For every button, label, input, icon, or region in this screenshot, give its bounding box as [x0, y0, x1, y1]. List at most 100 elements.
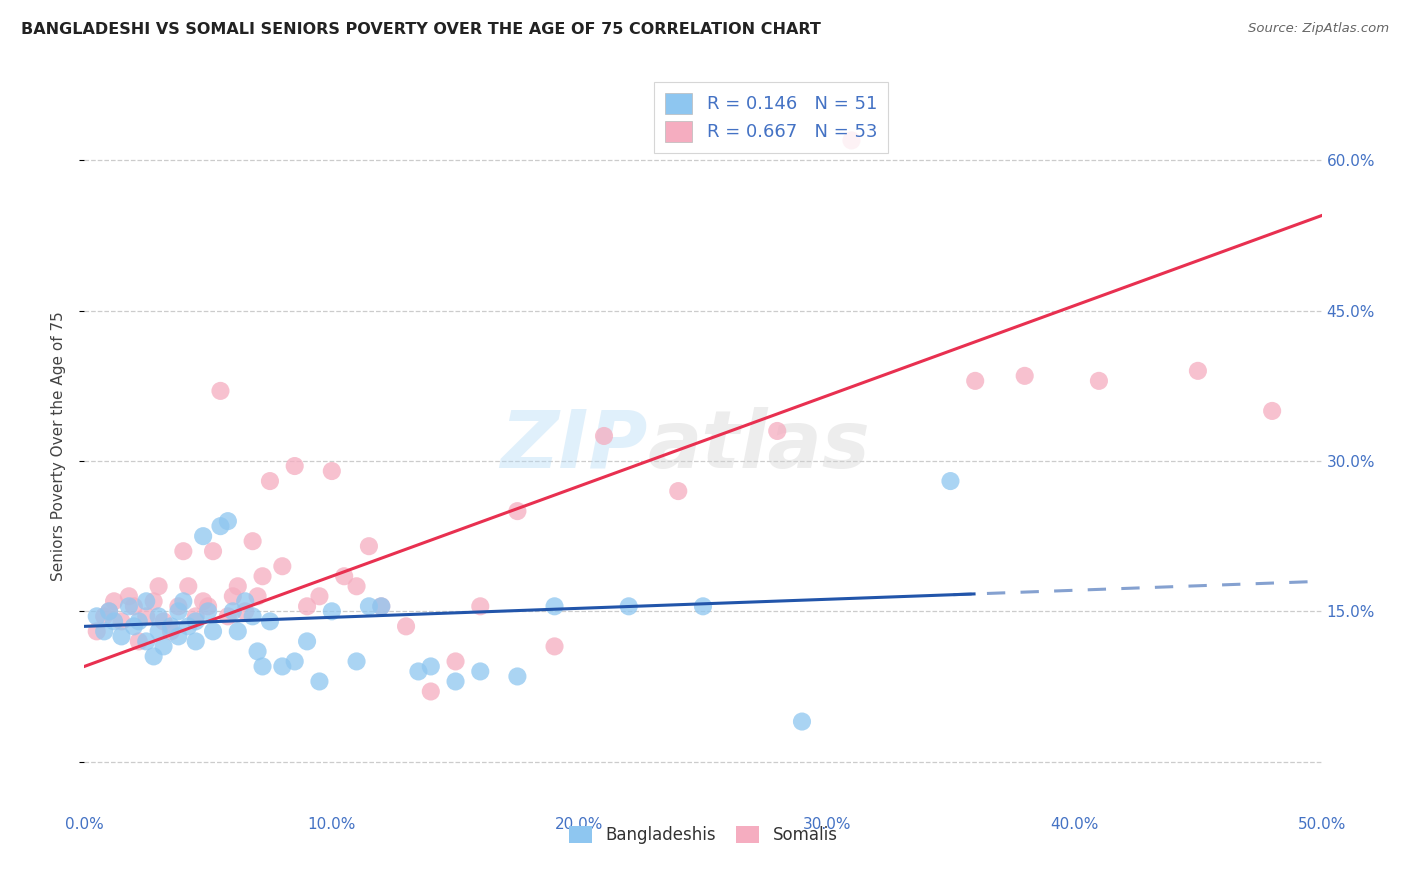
Point [202, 544, 225, 558]
Point [128, 634, 150, 648]
Point [103, 615, 125, 629]
Point [172, 594, 194, 608]
Point [617, 599, 640, 614]
Point [692, 599, 714, 614]
Point [444, 674, 467, 689]
Point [197, 599, 219, 614]
Point [226, 624, 249, 639]
Point [357, 539, 380, 553]
Point [1187, 364, 1209, 378]
Point [284, 655, 307, 669]
Point [841, 133, 863, 147]
Point [470, 665, 492, 679]
Point [259, 615, 281, 629]
Point [197, 604, 219, 618]
Point [419, 659, 441, 673]
Point [295, 599, 318, 614]
Point [246, 589, 269, 603]
Point [86, 624, 108, 639]
Point [346, 655, 368, 669]
Point [103, 594, 125, 608]
Point [419, 684, 441, 698]
Point [370, 599, 392, 614]
Point [135, 594, 157, 608]
Point [148, 609, 170, 624]
Point [110, 615, 132, 629]
Text: ZIP: ZIP [501, 407, 647, 485]
Point [271, 659, 294, 673]
Point [152, 640, 174, 654]
Point [295, 634, 318, 648]
Point [167, 599, 190, 614]
Point [135, 609, 157, 624]
Point [135, 634, 157, 648]
Point [191, 594, 214, 608]
Point [222, 589, 245, 603]
Point [506, 504, 529, 518]
Point [408, 665, 430, 679]
Point [184, 615, 207, 629]
Point [666, 484, 689, 499]
Point [543, 640, 565, 654]
Point [357, 599, 380, 614]
Point [1261, 404, 1284, 418]
Point [242, 609, 264, 624]
Point [444, 655, 467, 669]
Point [370, 599, 392, 614]
Point [766, 424, 789, 438]
Legend: Bangladeshis, Somalis: Bangladeshis, Somalis [562, 820, 844, 851]
Point [246, 644, 269, 658]
Point [593, 429, 616, 443]
Point [122, 599, 145, 614]
Point [965, 374, 987, 388]
Point [259, 474, 281, 488]
Point [93, 609, 115, 624]
Point [148, 579, 170, 593]
Point [86, 609, 108, 624]
Point [242, 534, 264, 549]
Point [284, 458, 307, 473]
Point [308, 589, 330, 603]
Point [506, 669, 529, 683]
Point [118, 599, 141, 614]
Point [202, 624, 225, 639]
Point [252, 659, 274, 673]
Point [118, 589, 141, 603]
Point [346, 579, 368, 593]
Point [184, 609, 207, 624]
Text: atlas: atlas [647, 407, 870, 485]
Point [321, 604, 343, 618]
Point [308, 674, 330, 689]
Text: BANGLADESHI VS SOMALI SENIORS POVERTY OVER THE AGE OF 75 CORRELATION CHART: BANGLADESHI VS SOMALI SENIORS POVERTY OV… [21, 22, 821, 37]
Point [395, 619, 418, 633]
Point [148, 624, 170, 639]
Point [543, 599, 565, 614]
Point [333, 569, 356, 583]
Point [160, 619, 183, 633]
Point [191, 529, 214, 543]
Point [209, 519, 232, 533]
Point [233, 604, 256, 618]
Point [98, 604, 121, 618]
Point [167, 629, 190, 643]
Point [177, 619, 200, 633]
Point [321, 464, 343, 478]
Point [142, 594, 165, 608]
Point [271, 559, 294, 574]
Point [167, 604, 190, 618]
Point [122, 619, 145, 633]
Point [790, 714, 813, 729]
Point [172, 544, 194, 558]
Point [93, 624, 115, 639]
Point [222, 604, 245, 618]
Text: Source: ZipAtlas.com: Source: ZipAtlas.com [1249, 22, 1389, 36]
Point [939, 474, 962, 488]
Point [226, 579, 249, 593]
Point [233, 594, 256, 608]
Point [252, 569, 274, 583]
Point [177, 579, 200, 593]
Point [110, 629, 132, 643]
Y-axis label: Seniors Poverty Over the Age of 75: Seniors Poverty Over the Age of 75 [51, 311, 66, 581]
Point [184, 634, 207, 648]
Point [128, 615, 150, 629]
